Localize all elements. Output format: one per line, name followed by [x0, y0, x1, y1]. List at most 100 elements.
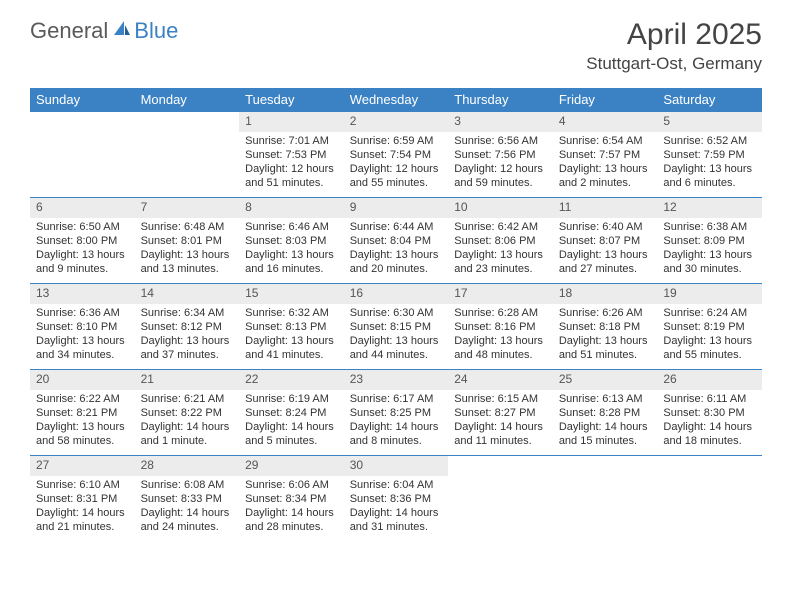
calendar-day-cell: 8Sunrise: 6:46 AMSunset: 8:03 PMDaylight…	[239, 198, 344, 284]
daylight-line: Daylight: 14 hours and 18 minutes.	[663, 420, 756, 449]
day-body: Sunrise: 6:26 AMSunset: 8:18 PMDaylight:…	[553, 304, 658, 367]
day-body: Sunrise: 6:40 AMSunset: 8:07 PMDaylight:…	[553, 218, 658, 281]
day-body: Sunrise: 6:32 AMSunset: 8:13 PMDaylight:…	[239, 304, 344, 367]
sunrise-line: Sunrise: 6:26 AM	[559, 306, 652, 320]
daylight-line: Daylight: 13 hours and 30 minutes.	[663, 248, 756, 277]
daylight-line: Daylight: 14 hours and 8 minutes.	[350, 420, 443, 449]
day-number: 1	[239, 112, 344, 132]
sunrise-line: Sunrise: 6:21 AM	[141, 392, 234, 406]
sunrise-line: Sunrise: 6:34 AM	[141, 306, 234, 320]
day-body: Sunrise: 6:15 AMSunset: 8:27 PMDaylight:…	[448, 390, 553, 453]
sunset-line: Sunset: 8:27 PM	[454, 406, 547, 420]
day-number: 15	[239, 284, 344, 304]
sunset-line: Sunset: 8:03 PM	[245, 234, 338, 248]
day-number: 25	[553, 370, 658, 390]
sunrise-line: Sunrise: 6:54 AM	[559, 134, 652, 148]
day-body: Sunrise: 6:19 AMSunset: 8:24 PMDaylight:…	[239, 390, 344, 453]
day-body: Sunrise: 6:56 AMSunset: 7:56 PMDaylight:…	[448, 132, 553, 195]
sunrise-line: Sunrise: 6:48 AM	[141, 220, 234, 234]
day-number: 7	[135, 198, 240, 218]
sunrise-line: Sunrise: 6:42 AM	[454, 220, 547, 234]
sunset-line: Sunset: 8:10 PM	[36, 320, 129, 334]
daylight-line: Daylight: 14 hours and 28 minutes.	[245, 506, 338, 535]
calendar-day-cell: 9Sunrise: 6:44 AMSunset: 8:04 PMDaylight…	[344, 198, 449, 284]
sunset-line: Sunset: 8:25 PM	[350, 406, 443, 420]
calendar-day-cell: 22Sunrise: 6:19 AMSunset: 8:24 PMDayligh…	[239, 370, 344, 456]
logo-sail-icon	[112, 19, 132, 44]
day-number: 29	[239, 456, 344, 476]
month-title: April 2025	[586, 18, 762, 52]
calendar-day-cell	[448, 456, 553, 542]
daylight-line: Daylight: 13 hours and 20 minutes.	[350, 248, 443, 277]
day-number: 30	[344, 456, 449, 476]
logo: General Blue	[30, 18, 178, 44]
weekday-header: Thursday	[448, 88, 553, 112]
calendar-day-cell: 3Sunrise: 6:56 AMSunset: 7:56 PMDaylight…	[448, 112, 553, 198]
sunrise-line: Sunrise: 6:28 AM	[454, 306, 547, 320]
day-number: 26	[657, 370, 762, 390]
daylight-line: Daylight: 13 hours and 9 minutes.	[36, 248, 129, 277]
day-number: 24	[448, 370, 553, 390]
logo-text-general: General	[30, 18, 108, 44]
day-number: 2	[344, 112, 449, 132]
calendar-day-cell: 11Sunrise: 6:40 AMSunset: 8:07 PMDayligh…	[553, 198, 658, 284]
calendar-day-cell: 18Sunrise: 6:26 AMSunset: 8:18 PMDayligh…	[553, 284, 658, 370]
calendar-day-cell: 28Sunrise: 6:08 AMSunset: 8:33 PMDayligh…	[135, 456, 240, 542]
sunrise-line: Sunrise: 6:52 AM	[663, 134, 756, 148]
sunrise-line: Sunrise: 6:38 AM	[663, 220, 756, 234]
day-body: Sunrise: 6:21 AMSunset: 8:22 PMDaylight:…	[135, 390, 240, 453]
sunrise-line: Sunrise: 6:08 AM	[141, 478, 234, 492]
sunset-line: Sunset: 8:31 PM	[36, 492, 129, 506]
calendar-week-row: 1 Sunrise: 7:01 AMSunset: 7:53 PMDaylight…	[30, 112, 762, 198]
sunset-line: Sunset: 8:12 PM	[141, 320, 234, 334]
daylight-line: Daylight: 13 hours and 41 minutes.	[245, 334, 338, 363]
calendar-body: 1Sunrise: 7:01 AMSunset: 7:53 PMDaylight…	[30, 112, 762, 542]
sunrise-line: Sunrise: 7:01 AM	[245, 134, 338, 148]
sunrise-line: Sunrise: 6:19 AM	[245, 392, 338, 406]
sunrise-line: Sunrise: 6:06 AM	[245, 478, 338, 492]
day-number: 21	[135, 370, 240, 390]
day-number: 3	[448, 112, 553, 132]
sunset-line: Sunset: 8:09 PM	[663, 234, 756, 248]
daylight-line: Daylight: 14 hours and 15 minutes.	[559, 420, 652, 449]
sunrise-line: Sunrise: 6:24 AM	[663, 306, 756, 320]
calendar-header-row: SundayMondayTuesdayWednesdayThursdayFrid…	[30, 88, 762, 112]
daylight-line: Daylight: 13 hours and 51 minutes.	[559, 334, 652, 363]
sunset-line: Sunset: 8:28 PM	[559, 406, 652, 420]
day-number: 19	[657, 284, 762, 304]
daylight-line: Daylight: 13 hours and 37 minutes.	[141, 334, 234, 363]
sunset-line: Sunset: 7:57 PM	[559, 148, 652, 162]
sunrise-line: Sunrise: 6:04 AM	[350, 478, 443, 492]
sunrise-line: Sunrise: 6:15 AM	[454, 392, 547, 406]
sunrise-line: Sunrise: 6:32 AM	[245, 306, 338, 320]
calendar-day-cell: 1 Sunrise: 7:01 AMSunset: 7:53 PMDaylight…	[239, 112, 344, 198]
sunset-line: Sunset: 8:15 PM	[350, 320, 443, 334]
daylight-line: Daylight: 12 hours and 51 minutes.	[245, 162, 338, 191]
daylight-line: Daylight: 13 hours and 13 minutes.	[141, 248, 234, 277]
day-number: 9	[344, 198, 449, 218]
day-body: Sunrise: 6:38 AMSunset: 8:09 PMDaylight:…	[657, 218, 762, 281]
sunset-line: Sunset: 8:30 PM	[663, 406, 756, 420]
title-block: April 2025 Stuttgart-Ost, Germany	[586, 18, 762, 74]
day-body: Sunrise: 6:52 AMSunset: 7:59 PMDaylight:…	[657, 132, 762, 195]
calendar-day-cell	[135, 112, 240, 198]
sunrise-line: Sunrise: 6:30 AM	[350, 306, 443, 320]
day-body: Sunrise: 6:46 AMSunset: 8:03 PMDaylight:…	[239, 218, 344, 281]
daylight-line: Daylight: 13 hours and 34 minutes.	[36, 334, 129, 363]
sunset-line: Sunset: 8:01 PM	[141, 234, 234, 248]
sunset-line: Sunset: 7:59 PM	[663, 148, 756, 162]
daylight-line: Daylight: 13 hours and 48 minutes.	[454, 334, 547, 363]
sunset-line: Sunset: 7:56 PM	[454, 148, 547, 162]
sunset-line: Sunset: 8:33 PM	[141, 492, 234, 506]
calendar-day-cell: 27Sunrise: 6:10 AMSunset: 8:31 PMDayligh…	[30, 456, 135, 542]
sunset-line: Sunset: 7:53 PM	[245, 148, 338, 162]
sunset-line: Sunset: 8:34 PM	[245, 492, 338, 506]
day-number: 10	[448, 198, 553, 218]
day-body: Sunrise: 6:54 AMSunset: 7:57 PMDaylight:…	[553, 132, 658, 195]
day-number: 27	[30, 456, 135, 476]
calendar-day-cell: 13Sunrise: 6:36 AMSunset: 8:10 PMDayligh…	[30, 284, 135, 370]
calendar-week-row: 20Sunrise: 6:22 AMSunset: 8:21 PMDayligh…	[30, 370, 762, 456]
day-number: 18	[553, 284, 658, 304]
weekday-header: Saturday	[657, 88, 762, 112]
weekday-header: Friday	[553, 88, 658, 112]
